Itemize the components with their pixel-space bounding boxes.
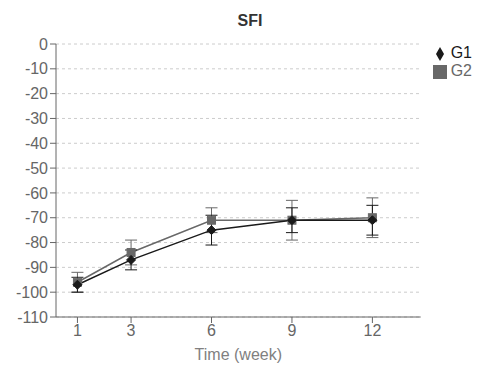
svg-text:1: 1 [73, 322, 82, 339]
svg-text:-10: -10 [25, 60, 48, 77]
svg-text:-60: -60 [25, 185, 48, 202]
svg-text:-110: -110 [17, 309, 48, 326]
svg-text:9: 9 [288, 322, 297, 339]
svg-text:-70: -70 [25, 209, 48, 226]
svg-text:3: 3 [127, 322, 136, 339]
svg-text:6: 6 [207, 322, 216, 339]
html-text:SFI: SFI [237, 12, 263, 29]
svg-text:-30: -30 [25, 110, 48, 127]
svg-text:-20: -20 [25, 85, 48, 102]
svg-text:-80: -80 [25, 234, 48, 251]
svg-text:12: 12 [363, 322, 381, 339]
svg-text:Time (week): Time (week) [195, 346, 282, 363]
html-text:G1: G1 [450, 44, 472, 61]
svg-text:-40: -40 [25, 135, 48, 152]
svg-text:-100: -100 [16, 284, 48, 301]
html-text:G2: G2 [450, 62, 472, 79]
svg-text:-90: -90 [25, 259, 48, 276]
svg-text:0: 0 [39, 36, 48, 53]
svg-text:-50: -50 [25, 160, 48, 177]
